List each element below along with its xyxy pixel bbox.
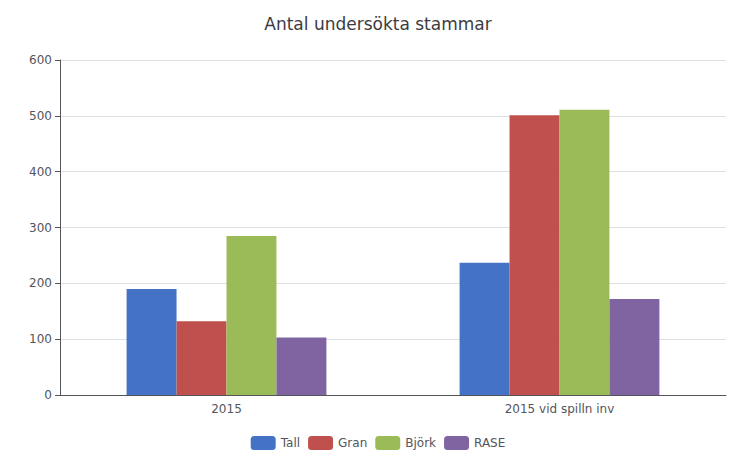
svg-text:2015: 2015	[211, 402, 242, 416]
svg-text:Antal undersökta stammar: Antal undersökta stammar	[264, 14, 491, 34]
svg-text:200: 200	[29, 276, 52, 290]
svg-text:Tall: Tall	[280, 436, 300, 450]
svg-text:0: 0	[44, 388, 52, 402]
svg-text:300: 300	[29, 221, 52, 235]
svg-text:500: 500	[29, 109, 52, 123]
svg-text:400: 400	[29, 165, 52, 179]
svg-text:RASE: RASE	[474, 436, 505, 450]
svg-text:Björk: Björk	[405, 436, 436, 450]
svg-text:Gran: Gran	[338, 436, 367, 450]
svg-text:100: 100	[29, 332, 52, 346]
svg-text:2015 vid spilln inv: 2015 vid spilln inv	[505, 402, 615, 416]
svg-text:600: 600	[29, 53, 52, 67]
